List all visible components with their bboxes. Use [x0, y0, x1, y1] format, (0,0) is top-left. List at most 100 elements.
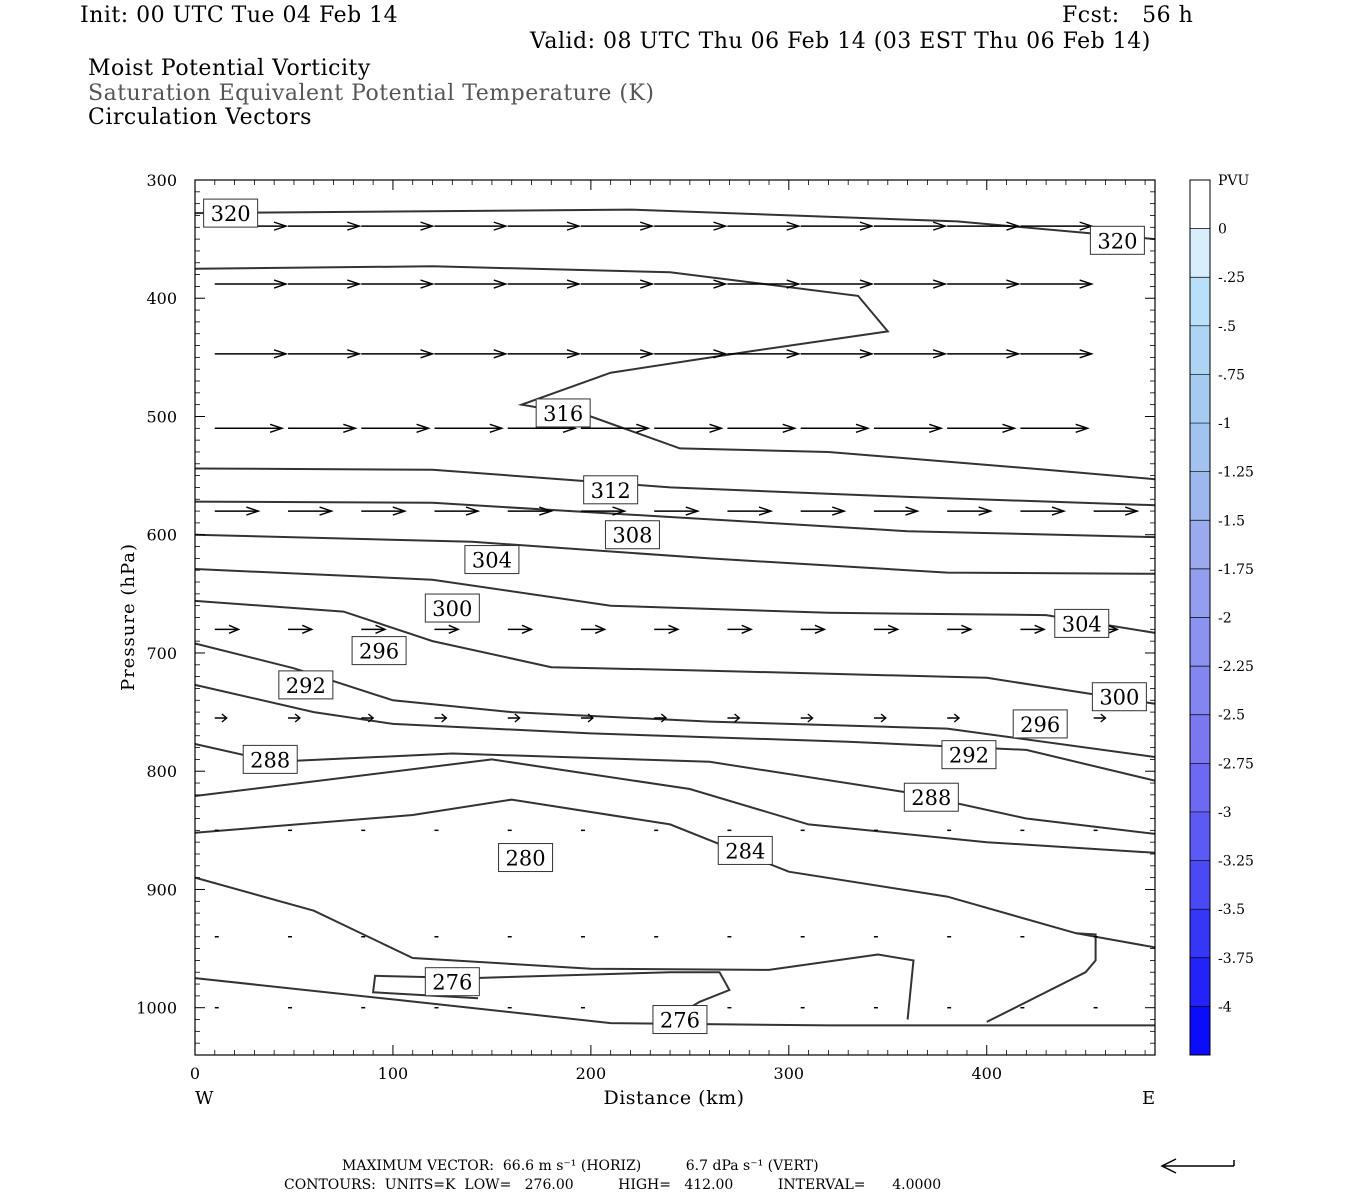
colorbar-swatch [1190, 860, 1210, 910]
vector-head [319, 506, 334, 516]
contour-label: 280 [506, 847, 546, 871]
colorbar-unit: PVU [1218, 173, 1250, 189]
vector-head [932, 349, 948, 359]
contour-label-box [717, 835, 773, 865]
x-axis-title: Distance (km) [603, 1087, 744, 1109]
theta-contour-line [194, 876, 915, 1020]
contour-label-box [464, 545, 520, 575]
colorbar-label: -3.25 [1218, 854, 1254, 870]
vector-head [221, 713, 228, 723]
vector-head [594, 624, 607, 634]
contour-label-box [903, 782, 959, 812]
vector-head [640, 349, 655, 359]
vector-head [1075, 423, 1090, 433]
vector-head [1100, 713, 1107, 723]
field-title-2: Saturation Equivalent Potential Temperat… [88, 81, 655, 106]
contour-label: 288 [250, 748, 290, 772]
vector-head [636, 423, 651, 433]
contour-label-box [242, 744, 298, 774]
vector-head [880, 713, 887, 723]
vector-head [1079, 349, 1094, 359]
colorbar-swatch [1190, 423, 1210, 473]
contour-label: 288 [911, 786, 951, 810]
colorbar-swatch [1190, 1006, 1210, 1056]
colorbar-swatch [1190, 617, 1210, 667]
x-tick-label: 200 [576, 1064, 607, 1083]
vector-head [441, 713, 448, 723]
colorbar-label: -4 [1218, 999, 1232, 1015]
colorbar-swatch [1190, 228, 1210, 278]
colorbar-swatch [1190, 714, 1210, 764]
vector-head [905, 506, 920, 516]
contour-label-box [941, 740, 997, 770]
contour-label: 320 [1097, 229, 1137, 253]
vector-head [228, 624, 241, 634]
theta-contour-line [194, 758, 1156, 854]
x-tick-label: 400 [971, 1064, 1002, 1083]
vector-head [273, 349, 289, 359]
x-tick-label: 0 [190, 1064, 200, 1083]
vector-head [932, 279, 948, 289]
theta-contour-line [371, 971, 731, 1009]
vector-head [302, 624, 314, 634]
y-tick-label: 300 [146, 171, 177, 190]
vector-head [887, 624, 900, 634]
y-tick-label: 700 [146, 644, 177, 663]
x-west-label: W [195, 1088, 214, 1109]
theta-contour-line [194, 208, 1156, 241]
vector-head [929, 423, 944, 433]
contour-label-box [498, 843, 554, 873]
colorbar-swatch [1190, 374, 1210, 424]
reference-arrow-icon [1160, 1158, 1235, 1174]
contour-label: 300 [1099, 686, 1139, 710]
contour-label: 276 [660, 1009, 700, 1033]
circulation-vectors [214, 221, 1140, 1009]
vector-head [273, 221, 289, 231]
contour-label-box [424, 967, 480, 997]
contour-label-box [1012, 709, 1068, 739]
colorbar-label: -1 [1218, 416, 1232, 432]
vector-head [246, 506, 261, 516]
vector-head [1006, 221, 1021, 231]
max-vector-note: MAXIMUM VECTOR: 66.6 m s⁻¹ (HORIZ) 6.7 d… [342, 1158, 819, 1174]
vector-head [1107, 624, 1120, 634]
vector-head [489, 423, 505, 433]
vector-head [1079, 279, 1094, 289]
vector-head [640, 221, 655, 231]
contour-label-box [351, 636, 407, 666]
colorbar-label: -.75 [1218, 367, 1245, 383]
colorbar-label: -3.75 [1218, 951, 1254, 967]
colorbar-label: -2.25 [1218, 659, 1254, 675]
vector-head [932, 221, 948, 231]
vector-head [392, 506, 408, 516]
vector-head [521, 624, 534, 634]
colorbar-label: -1.5 [1218, 513, 1245, 529]
x-tick-label: 100 [378, 1064, 409, 1083]
vector-head [855, 423, 871, 433]
vector-head [713, 279, 728, 289]
contour-info-note: CONTOURS: UNITS=K LOW= 276.00 HIGH= 412.… [284, 1177, 942, 1193]
field-title-1: Moist Potential Vorticity [88, 56, 371, 81]
vector-head [375, 624, 387, 634]
contour-label: 284 [725, 839, 765, 863]
vector-head [859, 349, 875, 359]
axis-ticks: 300 400 500 600 700 800 900 1000 0 100 200 300 400 [136, 171, 1155, 1083]
contour-label-box [424, 593, 480, 623]
vector-head [709, 423, 724, 433]
theta-contour-line [194, 642, 1156, 758]
contour-labels: 3203203163123083043043003002962962922922… [203, 198, 1147, 1035]
vector-head [612, 506, 627, 516]
init-time: Init: 00 UTC Tue 04 Feb 14 [80, 3, 399, 28]
colorbar-swatch [1190, 520, 1210, 570]
vector-head [367, 713, 375, 723]
colorbar-swatch [1190, 957, 1210, 1007]
vector-head [814, 624, 827, 634]
colorbar-swatch [1190, 471, 1210, 521]
vector-head [961, 624, 973, 634]
contour-label: 292 [949, 744, 989, 768]
colorbar-label: 0 [1218, 222, 1227, 238]
vector-head [493, 279, 508, 289]
vector-head [713, 349, 728, 359]
colorbar-label: -.5 [1218, 319, 1236, 335]
